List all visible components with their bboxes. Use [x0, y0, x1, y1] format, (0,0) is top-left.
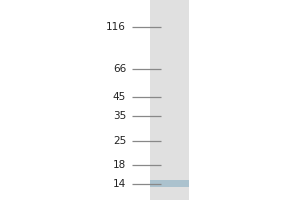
Text: 35: 35: [113, 111, 126, 121]
Text: 45: 45: [113, 92, 126, 102]
Text: 25: 25: [113, 136, 126, 146]
Text: 116: 116: [106, 22, 126, 32]
Bar: [150, 180, 189, 187]
Text: 18: 18: [113, 160, 126, 170]
Bar: [150, 0, 189, 200]
Text: 66: 66: [113, 64, 126, 74]
Text: 14: 14: [113, 179, 126, 189]
